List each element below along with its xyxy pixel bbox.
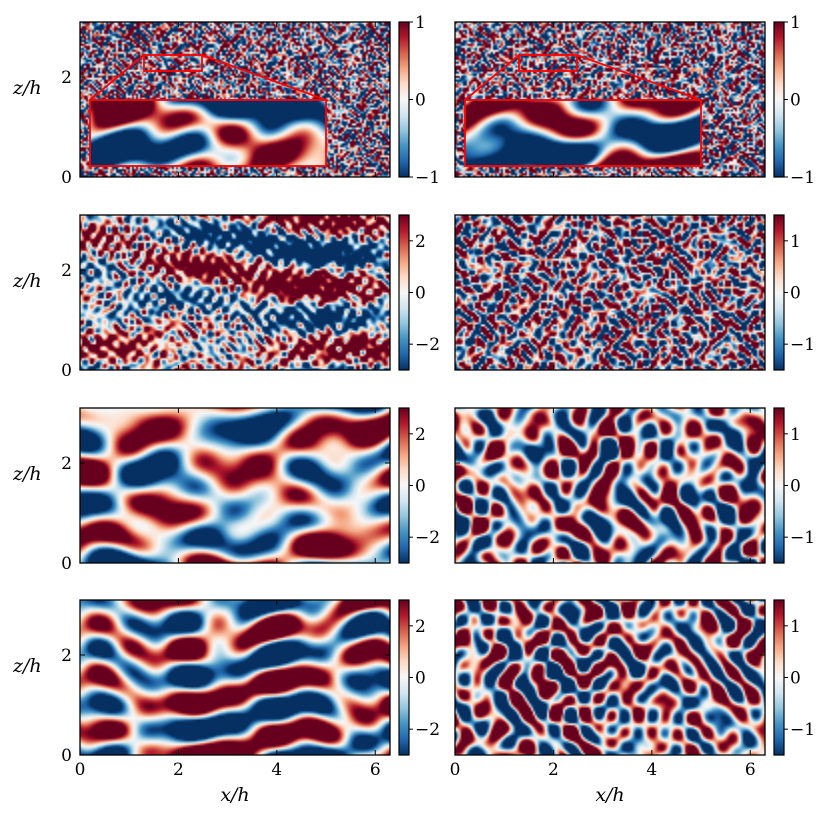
colorbar-tick-label: −1 xyxy=(790,528,815,548)
panel-r2c1: 0 2 z/h 2 0 −2 xyxy=(12,214,440,381)
x-tick-label: 4 xyxy=(646,760,657,780)
colorbar xyxy=(398,599,410,756)
colorbar-tick-label: 1 xyxy=(790,617,801,637)
axes-frame xyxy=(79,407,391,564)
y-tick-label: 2 xyxy=(61,646,72,666)
colorbar xyxy=(773,407,785,564)
y-tick-label: 0 xyxy=(61,168,72,188)
colorbar-tick-label: 2 xyxy=(415,425,426,445)
colorbar-tick-label: −1 xyxy=(415,168,440,188)
y-axis-label: z/h xyxy=(12,655,42,677)
colorbar-tick-label: 0 xyxy=(790,284,801,304)
inset-source-box xyxy=(143,54,203,72)
y-tick-label: 0 xyxy=(61,746,72,766)
axes-frame xyxy=(454,407,766,564)
panel-r3c1: 0 2 z/h 2 0 −2 xyxy=(12,407,440,574)
y-axis-label: z/h xyxy=(12,270,42,292)
heatmap-field xyxy=(455,600,765,755)
y-axis-label: z/h xyxy=(12,463,42,485)
colorbar-tick-label: −1 xyxy=(790,335,815,355)
colorbar-tick-label: −2 xyxy=(415,528,440,548)
x-tick-label: 2 xyxy=(173,760,184,780)
y-tick-label: 2 xyxy=(61,261,72,281)
inset-connector-left xyxy=(464,54,520,101)
panel-r4c2: 0 2 4 6 x/h 1 0 −1 xyxy=(450,599,815,806)
colorbar-tick-label: −2 xyxy=(415,335,440,355)
inset-connector-right xyxy=(576,54,702,101)
colorbar xyxy=(773,599,785,756)
colorbar-tick-label: 1 xyxy=(790,232,801,252)
colorbar-tick-label: 1 xyxy=(415,13,426,33)
colorbar-tick-label: 0 xyxy=(790,477,801,497)
colorbar-tick-label: −1 xyxy=(790,168,815,188)
colorbar-tick-label: 0 xyxy=(790,669,801,689)
panel-r2c2: 1 0 −1 xyxy=(454,214,815,371)
axes-frame xyxy=(454,599,766,756)
colorbar-tick-label: 0 xyxy=(415,91,426,111)
colorbar-tick-label: −2 xyxy=(415,720,440,740)
heatmap-field xyxy=(80,600,390,755)
colorbar-tick-label: 0 xyxy=(415,477,426,497)
colorbar-tick-label: 2 xyxy=(415,617,426,637)
panel-r4c1: 0 2 4 6 0 2 z/h x/h 2 0 −2 xyxy=(12,599,440,806)
y-tick-label: 0 xyxy=(61,361,72,381)
inset-zoom-box xyxy=(89,99,327,167)
x-axis-label: x/h xyxy=(595,784,624,806)
panel-r3c2: 1 0 −1 xyxy=(454,407,815,564)
y-tick-label: 0 xyxy=(61,554,72,574)
x-tick-label: 6 xyxy=(370,760,381,780)
colorbar-tick-label: 0 xyxy=(415,284,426,304)
colorbar-tick-label: 2 xyxy=(415,232,426,252)
x-tick-label: 0 xyxy=(75,760,86,780)
colorbar-tick-label: 1 xyxy=(790,13,801,33)
colorbar-tick-label: 0 xyxy=(790,91,801,111)
y-tick-label: 2 xyxy=(61,68,72,88)
axes-frame xyxy=(79,21,391,178)
heatmap-field xyxy=(80,408,390,563)
colorbar xyxy=(398,407,410,564)
colorbar xyxy=(773,21,785,178)
panel-r1c1: 0 2 z/h 1 0 −1 xyxy=(12,13,440,188)
colorbar-tick-label: −1 xyxy=(790,720,815,740)
axes-frame xyxy=(79,599,391,756)
x-axis-label: x/h xyxy=(220,784,249,806)
x-tick-label: 6 xyxy=(745,760,756,780)
y-axis-label: z/h xyxy=(12,77,42,99)
panel-r1c2: 1 0 −1 xyxy=(454,13,815,188)
inset-source-box xyxy=(518,54,578,72)
x-tick-label: 2 xyxy=(548,760,559,780)
heatmap-field xyxy=(455,215,765,370)
heatmap-field xyxy=(455,408,765,563)
colorbar xyxy=(398,21,410,178)
inset-zoom-image xyxy=(90,100,326,166)
inset-zoom-box xyxy=(464,99,702,167)
x-tick-label: 4 xyxy=(271,760,282,780)
y-tick-label: 2 xyxy=(61,454,72,474)
heatmap-field xyxy=(80,215,390,370)
colorbar-tick-label: 1 xyxy=(790,425,801,445)
axes-frame xyxy=(454,214,766,371)
axes-frame xyxy=(454,21,766,178)
inset-connector-right xyxy=(201,54,327,101)
inset-zoom-image xyxy=(465,100,701,166)
colorbar-tick-label: 0 xyxy=(415,669,426,689)
inset-connector-left xyxy=(89,54,145,101)
colorbar xyxy=(773,214,785,371)
x-tick-label: 0 xyxy=(450,760,461,780)
axes-frame xyxy=(79,214,391,371)
colorbar xyxy=(398,214,410,371)
